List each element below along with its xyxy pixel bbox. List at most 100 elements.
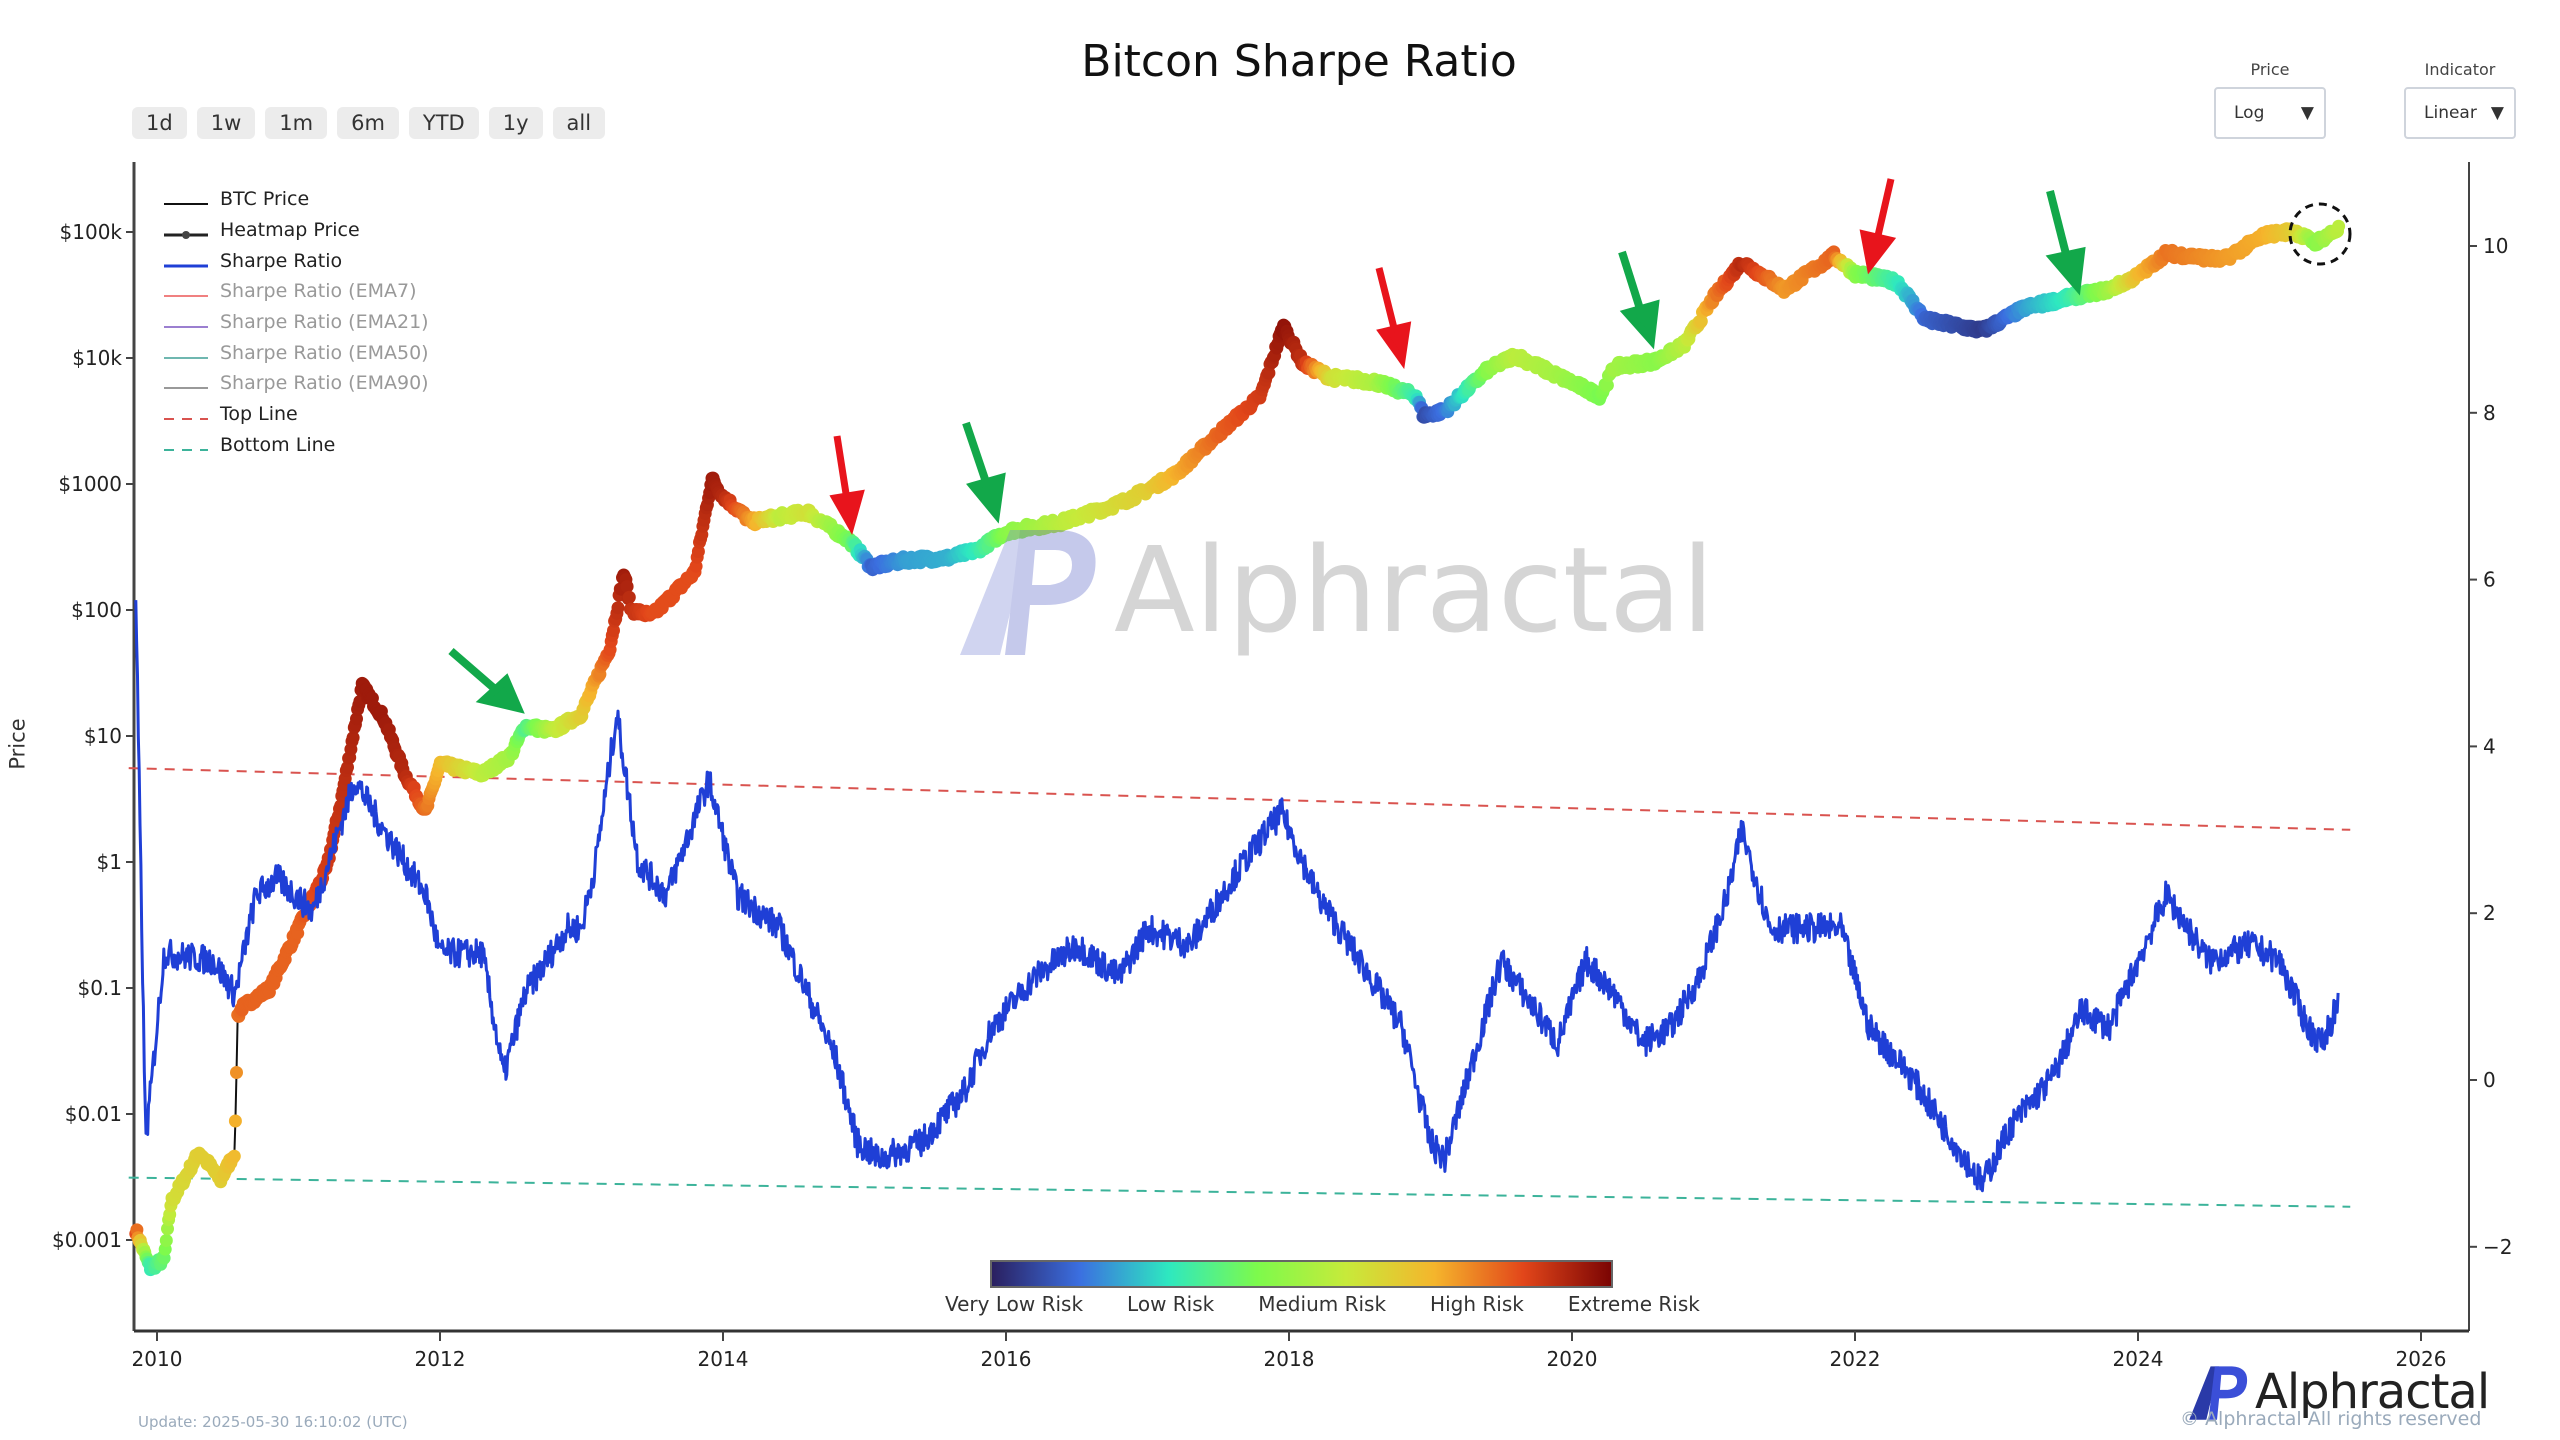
- copyright: © Alphractal All rights reserved: [2180, 1408, 2482, 1430]
- colorbar-labels: Very Low Risk Low Risk Medium Risk High …: [945, 1292, 1700, 1316]
- legend-label: Bottom Line: [220, 433, 336, 456]
- y-left-tick-label: $1000: [58, 472, 122, 496]
- brand-logo: Alphractal: [2185, 1360, 2490, 1424]
- legend-item[interactable]: Sharpe Ratio (EMA21): [164, 307, 429, 338]
- heatmap-price-point: [620, 580, 634, 593]
- alphractal-logo-icon: [960, 530, 1096, 655]
- legend: BTC Price Heatmap Price Sharpe Ratio Sharpe…: [164, 184, 429, 460]
- legend-item[interactable]: Bottom Line: [164, 430, 429, 461]
- legend-item[interactable]: BTC Price: [164, 184, 429, 215]
- highlight-circle: [2288, 202, 2352, 266]
- watermark: Alphractal: [950, 520, 1714, 660]
- red-arrow-head: [1859, 229, 1897, 275]
- sharpe-ratio-line: [134, 600, 2340, 1193]
- green-arrow-head: [475, 673, 525, 714]
- range-selector: 1d 1w 1m 6m YTD 1y all: [132, 107, 606, 139]
- price-scale-label: Price: [2250, 60, 2290, 79]
- legend-swatch-icon: [164, 316, 208, 329]
- y-left-tick-label: $0.1: [77, 976, 122, 1000]
- colorbar-label: Extreme Risk: [1567, 1292, 1700, 1316]
- colorbar-label: Very Low Risk: [945, 1292, 1084, 1316]
- y-left-tick-label: $100: [71, 598, 122, 622]
- colorbar-label: High Risk: [1430, 1292, 1524, 1316]
- y-right-tick-label: 10: [2483, 234, 2508, 258]
- green-arrow-head: [2045, 246, 2086, 296]
- price-scale-value: Log: [2234, 103, 2265, 123]
- legend-label: BTC Price: [220, 188, 310, 211]
- y-left-tick-label: $10k: [72, 346, 122, 370]
- x-tick-label: 2020: [1547, 1347, 1598, 1371]
- y-left-tick-label: $1: [97, 850, 122, 874]
- legend-label: Heatmap Price: [220, 219, 360, 242]
- legend-label: Sharpe Ratio (EMA90): [220, 372, 429, 395]
- y-left-tick-label: $0.001: [52, 1228, 122, 1252]
- range-button-6m[interactable]: 6m: [337, 107, 399, 139]
- y-right-tick-label: 8: [2483, 401, 2496, 425]
- x-tick-label: 2024: [2113, 1347, 2164, 1371]
- colorbar-label: Low Risk: [1127, 1292, 1215, 1316]
- heatmap-price-point: [159, 1234, 173, 1247]
- green-arrow: [1618, 250, 1645, 314]
- red-arrow: [1375, 267, 1399, 333]
- x-tick-label: 2016: [981, 1347, 1032, 1371]
- x-tick-label: 2022: [1830, 1347, 1881, 1371]
- heatmap-price-point: [611, 601, 625, 615]
- x-tick-label: 2018: [1264, 1347, 1315, 1371]
- heatmap-price-point: [2332, 219, 2346, 233]
- heatmap-price-point: [227, 1149, 241, 1163]
- price-scale-dropdown[interactable]: Log ▼: [2214, 87, 2326, 139]
- legend-item[interactable]: Sharpe Ratio (EMA7): [164, 276, 429, 307]
- legend-item[interactable]: Sharpe Ratio (EMA90): [164, 368, 429, 399]
- bottom-line: [128, 1176, 2351, 1208]
- dropdown-arrow-icon: ▼: [2490, 103, 2504, 123]
- chart-title: Bitcon Sharpe Ratio: [1081, 36, 1517, 87]
- x-tick-label: 2026: [2396, 1347, 2447, 1371]
- colorbar-label: Medium Risk: [1258, 1292, 1387, 1316]
- brand-name: Alphractal: [2255, 1364, 2490, 1420]
- legend-swatch-icon: [164, 347, 208, 359]
- red-arrow: [833, 435, 851, 501]
- red-arrow-head: [829, 489, 865, 535]
- y-left-tick-label: $0.01: [65, 1102, 122, 1126]
- red-arrow: [1873, 178, 1895, 241]
- heatmap-price-point: [228, 1114, 242, 1128]
- range-button-1d[interactable]: 1d: [132, 107, 187, 139]
- green-arrow-head: [966, 472, 1006, 524]
- range-button-1m[interactable]: 1m: [265, 107, 328, 139]
- legend-label: Top Line: [220, 403, 298, 426]
- legend-label: Sharpe Ratio (EMA50): [220, 341, 429, 364]
- legend-item[interactable]: Sharpe Ratio: [164, 245, 429, 276]
- legend-item[interactable]: Heatmap Price: [164, 215, 429, 246]
- legend-swatch-icon: [164, 439, 208, 451]
- x-tick-label: 2012: [415, 1347, 466, 1371]
- range-button-ytd[interactable]: YTD: [408, 107, 479, 139]
- price-scale-control: Price Log ▼: [2214, 60, 2326, 139]
- legend-swatch-icon: [164, 224, 208, 240]
- watermark-text: Alphractal: [1114, 521, 1715, 659]
- heatmap-price-point: [622, 590, 636, 604]
- heatmap-price-point: [350, 712, 363, 726]
- legend-swatch-icon: [164, 255, 208, 268]
- indicator-scale-value: Linear: [2424, 103, 2477, 123]
- legend-item[interactable]: Sharpe Ratio (EMA50): [164, 337, 429, 368]
- heatmap-price-point: [1600, 378, 1614, 392]
- range-button-1w[interactable]: 1w: [196, 107, 256, 139]
- range-button-1y[interactable]: 1y: [488, 107, 543, 139]
- range-button-all[interactable]: all: [552, 107, 606, 139]
- heatmap-price-point: [230, 1066, 243, 1079]
- y-right-tick-label: 0: [2483, 1068, 2496, 1092]
- y-left-tick-label: $100k: [60, 220, 123, 244]
- y-right-tick-label: −2: [2483, 1235, 2512, 1259]
- x-tick-label: 2010: [132, 1347, 183, 1371]
- legend-item[interactable]: Top Line: [164, 399, 429, 430]
- indicator-scale-control: Indicator Linear ▼: [2404, 60, 2516, 139]
- legend-swatch-icon: [164, 377, 208, 390]
- y-right-tick-label: 2: [2483, 901, 2496, 925]
- heatmap-price-point: [607, 624, 620, 637]
- indicator-scale-dropdown[interactable]: Linear ▼: [2404, 87, 2516, 139]
- green-arrow: [2046, 190, 2071, 259]
- legend-label: Sharpe Ratio (EMA7): [220, 280, 417, 303]
- green-arrow: [448, 647, 499, 694]
- alphractal-logo-icon: [2189, 1366, 2248, 1420]
